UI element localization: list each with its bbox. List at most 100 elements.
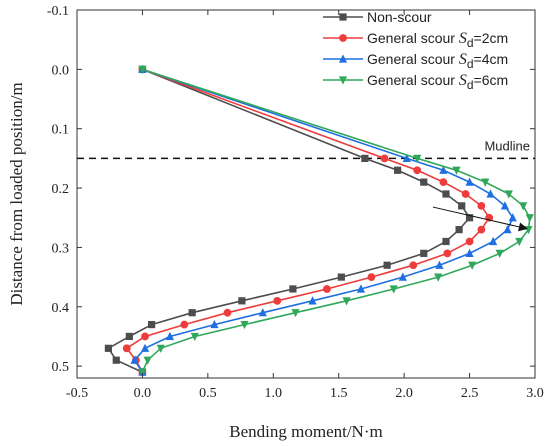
data-point-triangle-down <box>434 273 443 282</box>
series-4 <box>138 65 534 377</box>
data-point-triangle-up <box>165 331 175 341</box>
series-layer <box>104 64 534 377</box>
legend-entry-4: General scour Sd=6cm <box>323 72 508 92</box>
data-point-triangle-up <box>465 248 474 257</box>
legend-label: General scour Sd=2cm <box>367 30 508 50</box>
mudline-label: Mudline <box>484 138 530 153</box>
data-point-square <box>147 320 156 329</box>
data-point-square <box>337 273 345 281</box>
data-point-triangle-up <box>465 177 474 186</box>
data-point-square <box>361 154 369 162</box>
ticks-layer: -0.5 0.0 0.5 1.0 1.5 2.0 2.5 3.0 -0.1 0.0 0.1 0.2 0.… <box>47 4 544 401</box>
data-point-triangle-up <box>500 201 510 210</box>
data-point-circle <box>380 154 389 163</box>
y-axis-title: Distance from loaded position/m <box>7 82 26 305</box>
data-point-triangle-down <box>338 76 348 85</box>
data-point-triangle-up <box>435 260 444 269</box>
series-line <box>125 68 491 373</box>
data-point-triangle-down <box>291 309 300 318</box>
legend-entry-1: Non-scour <box>323 9 432 25</box>
data-point-square <box>394 166 402 174</box>
data-point-triangle-up <box>210 319 219 329</box>
y-tick-label: 0.3 <box>52 241 70 256</box>
legend-entry-3: General scour Sd=4cm <box>323 51 508 71</box>
mudline-layer: Mudline <box>77 138 535 160</box>
data-point-triangle-up <box>486 189 495 198</box>
data-point-square <box>238 297 246 305</box>
x-tick-label: 2.0 <box>395 386 413 401</box>
plot-area-border <box>76 9 536 379</box>
data-point-triangle-up <box>130 355 139 364</box>
data-point-circle <box>477 225 486 234</box>
trend-arrow-layer <box>432 206 528 232</box>
data-point-triangle-up <box>508 213 517 222</box>
data-point-square <box>465 214 474 222</box>
x-axis-title: Bending moment/N·m <box>229 422 382 441</box>
x-tick-label: 1.0 <box>265 386 283 401</box>
data-point-triangle-up <box>439 165 448 174</box>
data-point-square <box>420 178 428 186</box>
data-point-square <box>455 226 463 234</box>
data-point-circle <box>141 332 149 341</box>
data-point-triangle-up <box>338 54 348 63</box>
data-point-triangle-down <box>495 249 504 258</box>
data-point-circle <box>223 308 232 317</box>
series-line <box>133 68 514 373</box>
data-point-triangle-down <box>190 332 199 342</box>
data-point-circle <box>465 237 474 246</box>
data-point-circle <box>443 249 452 258</box>
x-tick-label: -0.5 <box>66 386 88 401</box>
data-point-triangle-down <box>156 344 165 353</box>
data-point-square <box>458 202 466 210</box>
data-point-triangle-down <box>519 202 528 211</box>
data-point-triangle-down <box>342 297 351 306</box>
data-point-triangle-up <box>398 272 407 281</box>
data-point-circle <box>477 201 486 210</box>
x-tick-label: 2.5 <box>461 386 479 401</box>
data-point-triangle-down <box>138 65 147 74</box>
data-point-triangle-up <box>402 153 411 162</box>
y-tick-label: 0.4 <box>52 301 70 316</box>
data-point-circle <box>461 190 470 198</box>
x-tick-label: 0.0 <box>134 386 152 401</box>
data-point-square <box>442 190 450 198</box>
data-point-triangle-down <box>143 356 152 365</box>
data-point-triangle-up <box>140 343 150 352</box>
data-point-square <box>289 285 297 293</box>
data-point-triangle-down <box>240 320 249 330</box>
y-tick-label: 0.0 <box>52 63 70 78</box>
data-point-square <box>112 356 120 364</box>
data-point-triangle-up <box>356 284 366 293</box>
y-tick-label: 0.2 <box>52 182 70 197</box>
y-tick-label: 0.5 <box>52 360 70 375</box>
y-tick-label: -0.1 <box>47 4 69 19</box>
data-point-triangle-up <box>489 236 498 246</box>
data-point-square <box>442 237 450 246</box>
data-point-circle <box>367 273 376 281</box>
data-point-triangle-up <box>503 225 512 234</box>
data-point-triangle-down <box>452 166 461 175</box>
data-point-square <box>125 332 133 341</box>
data-point-triangle-up <box>308 296 317 305</box>
data-point-square <box>104 344 113 352</box>
data-point-square <box>339 13 347 21</box>
data-point-triangle-down <box>525 214 534 223</box>
data-point-triangle-down <box>515 237 524 247</box>
data-point-square <box>383 261 391 269</box>
data-point-triangle-down <box>138 368 147 377</box>
data-point-circle <box>122 344 131 353</box>
x-tick-label: 3.0 <box>526 386 544 401</box>
data-point-square <box>188 309 196 317</box>
series-line <box>141 68 531 373</box>
plot-frame <box>76 9 536 379</box>
data-point-circle <box>339 34 347 42</box>
data-point-triangle-up <box>258 308 267 317</box>
data-point-square <box>420 249 428 257</box>
x-tick-label: 0.5 <box>199 386 217 401</box>
x-tick-label: 1.5 <box>330 386 348 401</box>
data-point-circle <box>413 166 422 175</box>
data-point-circle <box>273 296 282 305</box>
data-point-circle <box>439 178 448 187</box>
